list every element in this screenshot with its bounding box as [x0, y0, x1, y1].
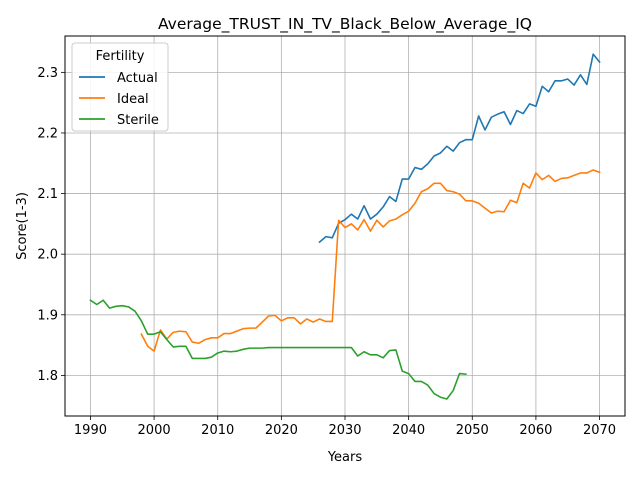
x-tick-label: 2060: [519, 423, 552, 438]
legend-label-actual: Actual: [117, 71, 158, 86]
y-axis-label: Score(1-3): [15, 192, 30, 260]
axis-ticks: 1990 2000 2010 2020 2030 2040 2050 2060 2070 1.8 1…: [37, 66, 616, 438]
legend: Fertility Actual Ideal Sterile: [71, 42, 169, 132]
series-lines: [89, 53, 601, 400]
y-tick-label: 1.9: [37, 308, 58, 323]
x-tick-label: 2070: [583, 423, 616, 438]
y-tick-label: 2.0: [37, 248, 58, 263]
x-tick-label: 2000: [138, 423, 171, 438]
legend-label-ideal: Ideal: [117, 92, 149, 107]
y-tick-label: 2.1: [37, 187, 58, 202]
x-tick-label: 2030: [328, 423, 361, 438]
series-line-ideal: [140, 169, 601, 352]
legend-label-sterile: Sterile: [117, 113, 159, 128]
x-tick-label: 1990: [74, 423, 107, 438]
x-tick-label: 2020: [265, 423, 298, 438]
y-tick-label: 2.3: [37, 66, 58, 81]
y-tick-label: 1.8: [37, 369, 58, 384]
x-tick-label: 2050: [456, 423, 489, 438]
legend-box: [71, 42, 169, 132]
legend-title: Fertility: [96, 49, 145, 64]
grid: [65, 36, 625, 416]
y-tick-label: 2.2: [37, 126, 58, 141]
series-line-sterile: [89, 299, 467, 400]
chart-title: Average_TRUST_IN_TV_Black_Below_Average_…: [158, 15, 532, 34]
series-line-actual: [318, 53, 601, 244]
x-tick-label: 2040: [392, 423, 425, 438]
x-axis-label: Years: [327, 450, 363, 465]
x-tick-label: 2010: [201, 423, 234, 438]
